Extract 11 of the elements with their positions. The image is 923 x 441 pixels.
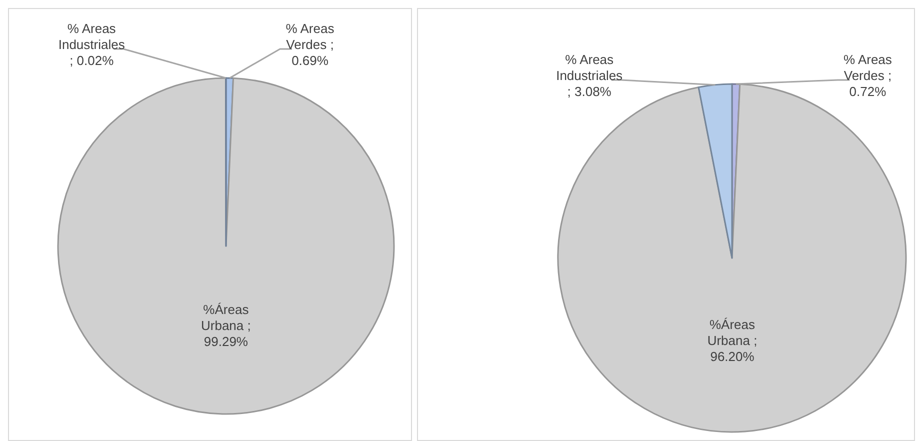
data-label: ; 0.02% bbox=[70, 53, 114, 68]
slice-label: % Areas Industriales bbox=[556, 52, 624, 83]
slice-label: % Areas Verdes ; 0.72% bbox=[844, 52, 892, 99]
slice-label: %Áreas Urbana ; 99.29% bbox=[200, 302, 251, 349]
pie-slice bbox=[557, 83, 907, 433]
pie-slice bbox=[57, 77, 395, 415]
slice-label: % Areas Industriales bbox=[58, 21, 126, 52]
data-label: ; 3.08% bbox=[567, 84, 612, 99]
pie-slice bbox=[698, 83, 733, 259]
slice-label: % Areas Verdes ; 0.69% bbox=[286, 21, 335, 68]
slice-label: %Áreas Urbana ; 96.20% bbox=[707, 317, 758, 364]
